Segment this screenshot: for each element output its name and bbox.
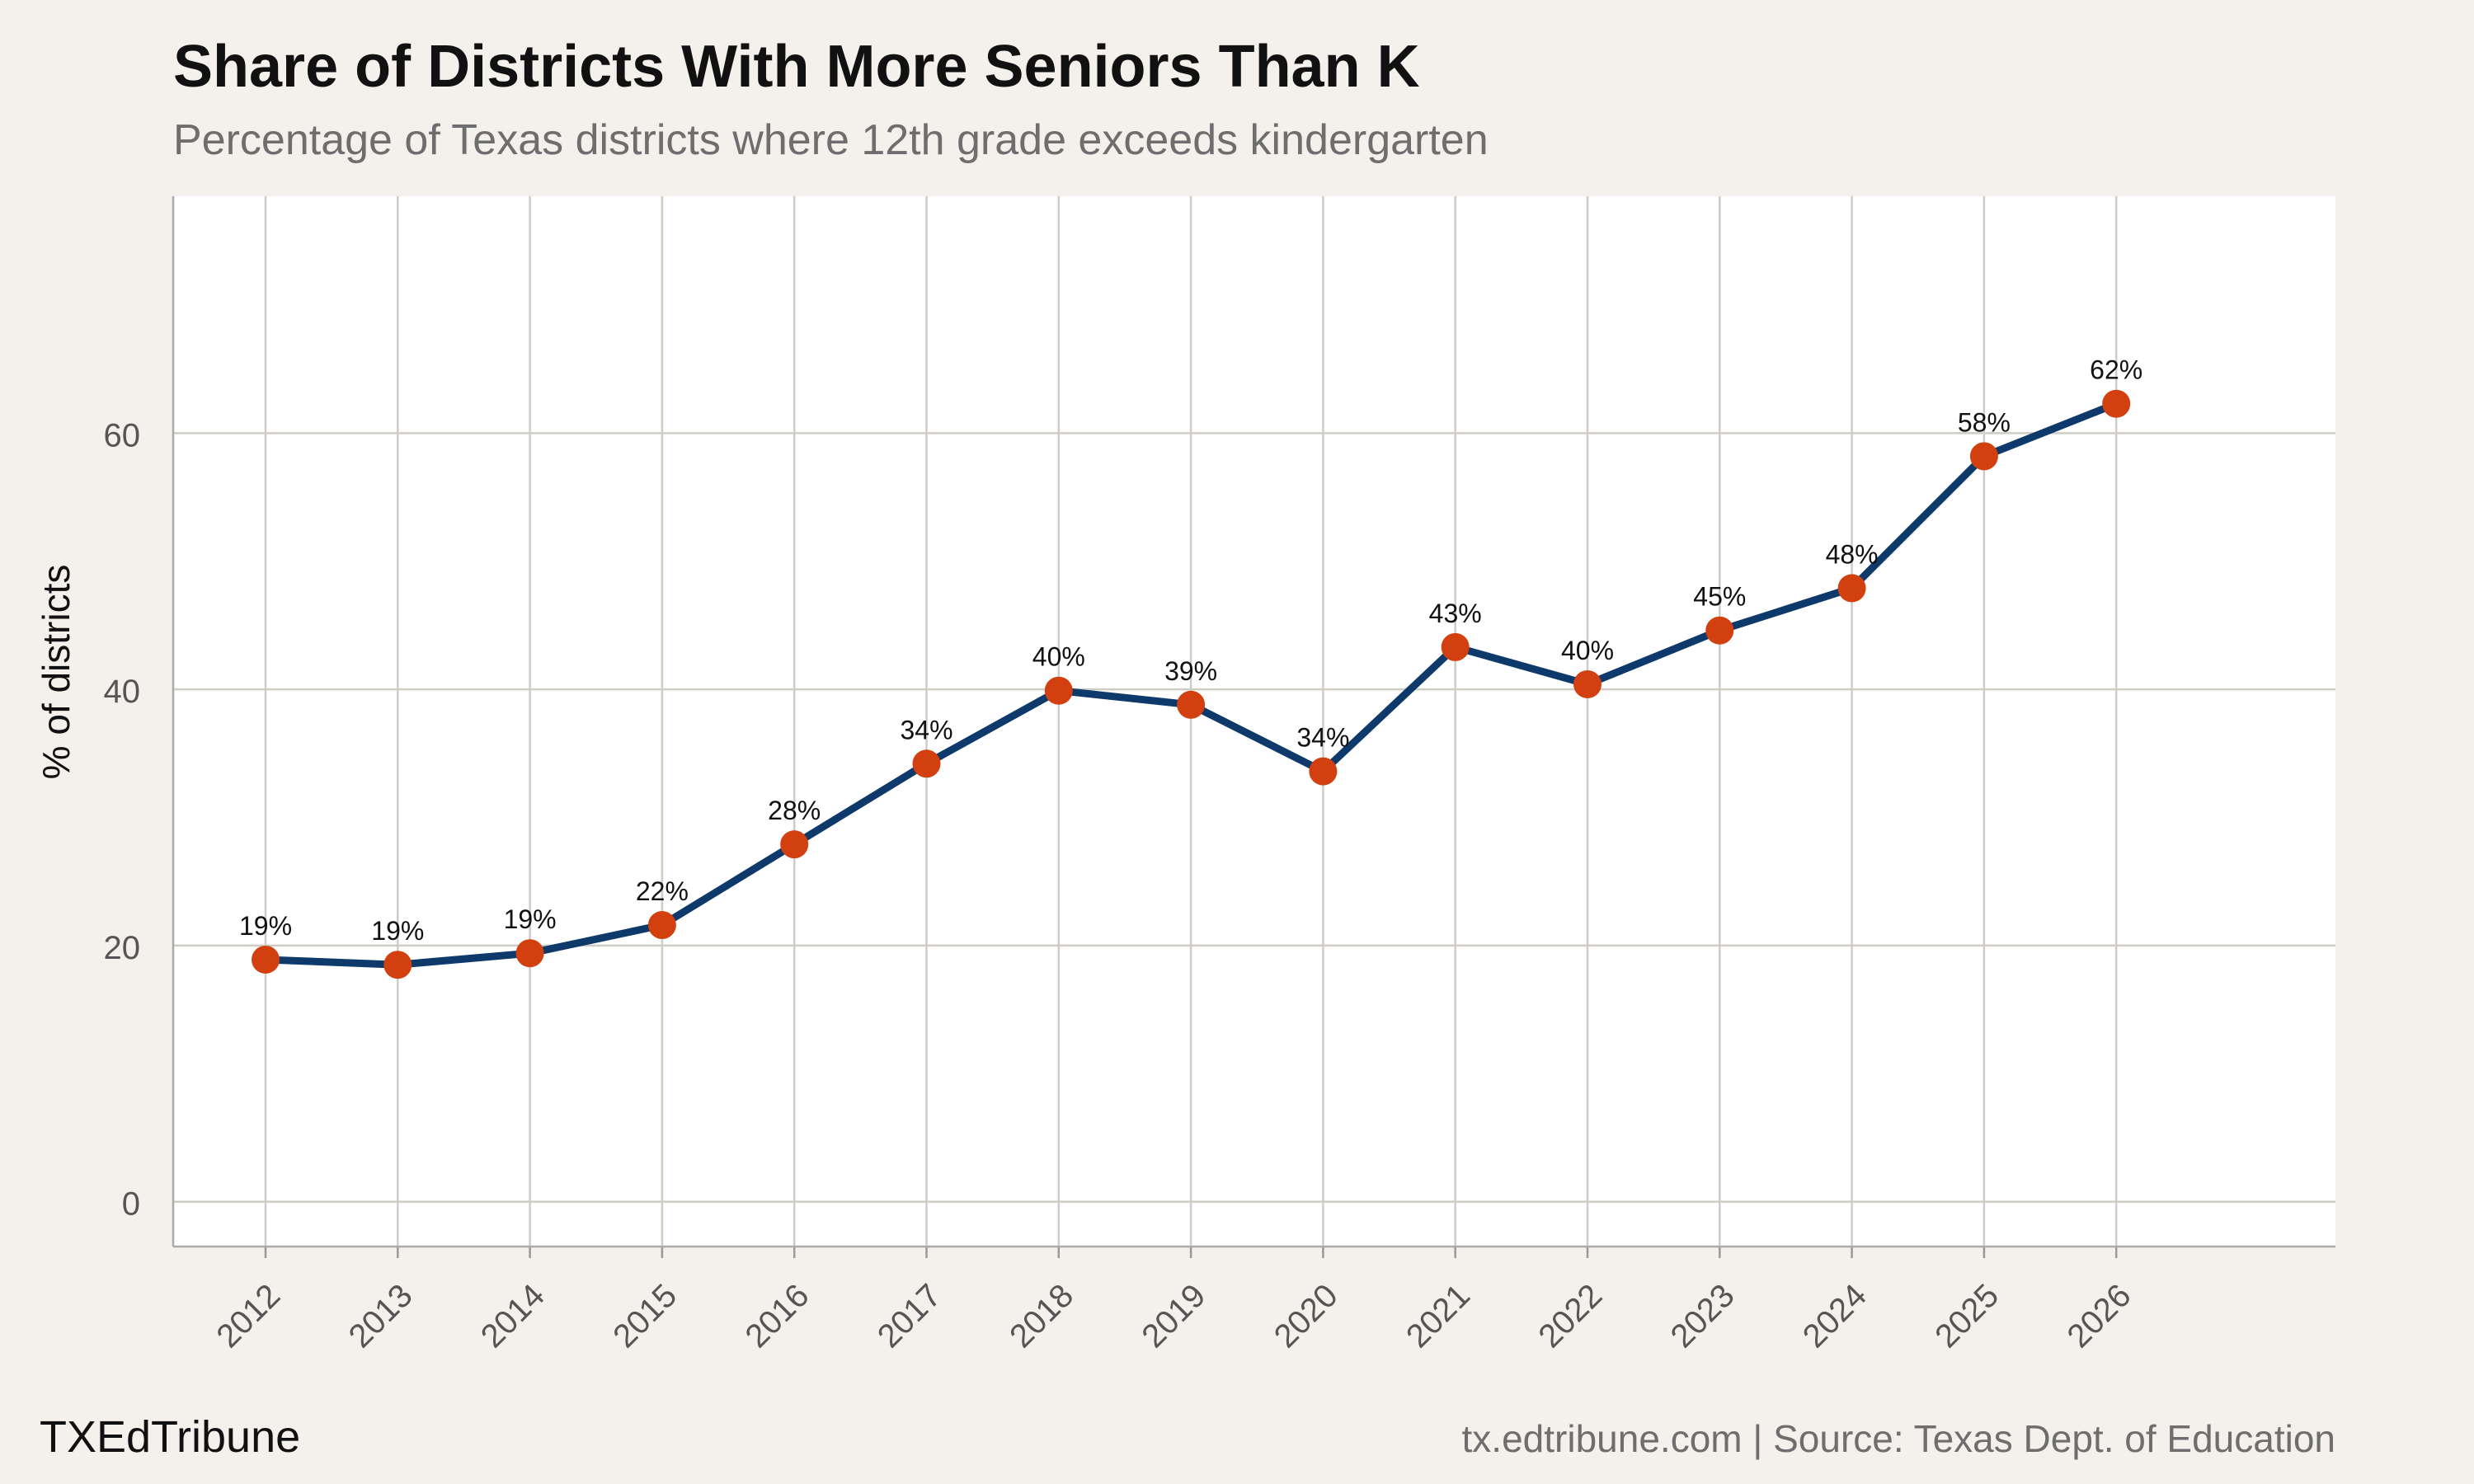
x-tick-label: 2020 <box>1268 1277 1345 1355</box>
y-axis-title: % of districts <box>35 565 78 780</box>
data-label: 19% <box>504 904 557 934</box>
data-label: 22% <box>636 876 689 906</box>
data-label: 40% <box>1032 642 1085 672</box>
data-label: 19% <box>239 911 292 941</box>
plot-panel <box>173 196 2335 1247</box>
data-point <box>1441 632 1470 661</box>
data-label: 62% <box>2090 355 2142 385</box>
x-tick-label: 2026 <box>2061 1277 2138 1355</box>
y-tick-label: 0 <box>122 1186 140 1223</box>
data-point <box>1705 616 1734 645</box>
data-label: 19% <box>371 916 424 946</box>
x-tick-label: 2017 <box>871 1277 948 1355</box>
x-tick-label: 2019 <box>1135 1277 1212 1355</box>
x-tick-label: 2015 <box>606 1277 684 1355</box>
x-tick-label: 2023 <box>1664 1277 1742 1355</box>
data-point <box>2102 389 2131 418</box>
x-tick-label: 2012 <box>209 1277 287 1355</box>
data-point <box>383 951 412 979</box>
data-point <box>1969 442 1998 471</box>
x-tick-label: 2013 <box>342 1277 420 1355</box>
brand-label: TXEdTribune <box>40 1412 301 1462</box>
data-label: 43% <box>1429 599 1482 628</box>
x-tick-label: 2018 <box>1003 1277 1080 1355</box>
x-tick-label: 2022 <box>1531 1277 1609 1355</box>
data-point <box>1309 757 1338 786</box>
data-label: 34% <box>900 715 952 744</box>
chart-subtitle: Percentage of Texas districts where 12th… <box>173 116 1489 164</box>
data-label: 48% <box>1826 539 1879 569</box>
x-tick-label: 2016 <box>739 1277 816 1355</box>
data-point <box>1573 669 1602 698</box>
data-label: 40% <box>1561 636 1614 665</box>
x-tick-label: 2025 <box>1928 1277 2006 1355</box>
y-tick-label: 60 <box>104 417 141 453</box>
y-tick-label: 20 <box>104 930 141 966</box>
x-tick-label: 2014 <box>474 1277 552 1355</box>
data-label: 58% <box>1958 407 2011 437</box>
data-point <box>515 939 544 968</box>
data-point <box>647 911 676 940</box>
data-point <box>1177 690 1206 719</box>
data-point <box>912 749 941 778</box>
data-point <box>780 830 809 859</box>
source-note: tx.edtribune.com | Source: Texas Dept. o… <box>1461 1417 2335 1460</box>
data-point <box>1044 676 1073 705</box>
y-tick-label: 40 <box>104 674 141 710</box>
x-tick-label: 2024 <box>1796 1277 1874 1355</box>
data-point <box>1837 574 1866 603</box>
data-label: 45% <box>1693 582 1746 612</box>
data-point <box>252 945 280 974</box>
data-label: 34% <box>1296 723 1349 753</box>
data-label: 39% <box>1164 656 1217 686</box>
chart-title: Share of Districts With More Seniors Tha… <box>173 34 1420 100</box>
data-label: 28% <box>768 796 821 825</box>
x-tick-label: 2021 <box>1399 1277 1477 1355</box>
